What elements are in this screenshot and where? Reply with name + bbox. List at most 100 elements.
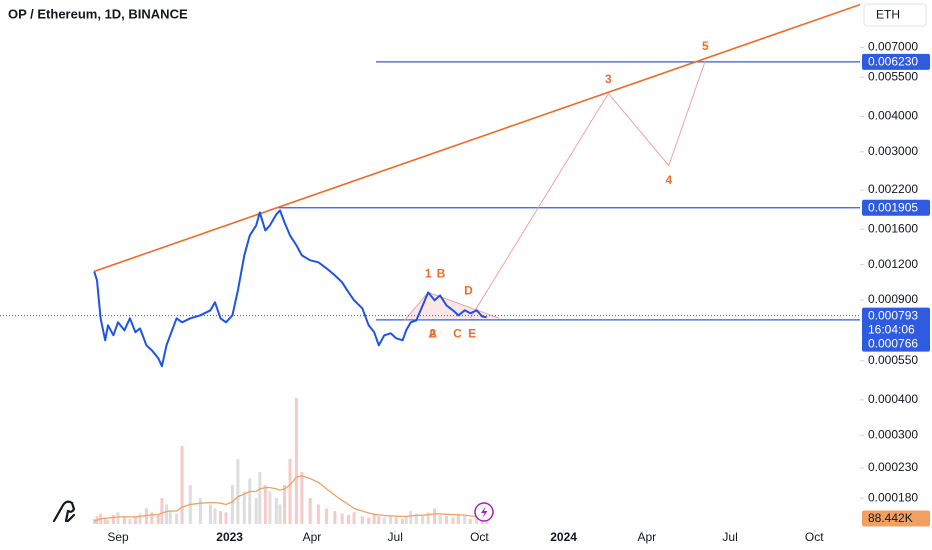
x-tick-label: Apr [637,530,656,544]
volume-bar [294,397,298,524]
logo [52,500,76,523]
volume-bar [444,516,448,524]
volume-bar [144,508,148,524]
hline-label: 0.001905 [868,200,918,214]
volume-bar [288,459,292,524]
wave-label: C [453,327,462,341]
volume-bar [274,498,278,524]
x-tick-label: Jul [388,530,403,544]
volume-bar [352,512,356,524]
y-tick-label: 0.000550 [868,353,918,367]
volume-bar [485,518,489,524]
volume-bar [258,472,262,524]
volume-ma [93,475,487,522]
volume-bar [456,513,460,524]
volume-bar [421,516,425,524]
volume-bar [300,472,304,524]
wave-label: E [468,327,476,341]
current-price-label: 0.000793 [868,308,918,322]
countdown-label: 16:04:06 [868,322,915,336]
lightning-button[interactable] [474,502,494,522]
x-tick-label: Oct [805,530,824,544]
volume-bar [414,513,418,524]
volume-bar [360,516,364,524]
volume-bar [451,517,455,524]
volume-bar [156,514,160,524]
wave-label: 5 [702,39,709,53]
volume-bar [283,485,287,524]
volume-bar [372,513,376,524]
wave-label: 4 [665,173,672,187]
logo-shape [52,500,76,523]
volume-bar [224,512,228,524]
volume-bar [325,508,329,524]
volume-bar [426,512,430,524]
countdown-label-box [862,321,930,338]
current-price-label-box [862,307,930,324]
chart-title: OP / Ethereum, 1D, BINANCE [8,6,188,21]
volume-bar [248,478,252,524]
x-tick-label: 2024 [550,530,577,544]
volume-bar [218,511,222,524]
wave-line [469,60,706,319]
volume-bar [160,498,164,524]
price-line [93,209,487,368]
volume-bar [128,518,132,524]
y-tick-label: 0.004000 [868,109,918,123]
trendline [93,3,861,273]
triangle-fill [404,292,500,321]
y-tick-label: 0.007000 [868,40,918,54]
volume-label: 88.442K [868,511,913,525]
wave-label: 1 [425,266,432,280]
volume-bar [198,498,202,524]
volume-bar [382,517,386,524]
volume-bar [230,485,234,524]
volume-bar [404,516,408,524]
volume-bar [165,504,169,524]
volume-bar [103,517,107,524]
wave-label: A [428,327,437,341]
volume-bar [278,504,282,524]
hline-label-box [862,335,930,352]
y-tick-label: 0.000180 [868,490,918,504]
volume-bar [122,517,126,524]
volume-bar [394,517,398,524]
volume-bar [308,498,312,524]
y-tick-label: 0.000230 [868,460,918,474]
wave-label: D [464,284,473,298]
volume-bar [106,520,110,524]
currency-label[interactable]: ETH [876,8,900,22]
x-tick-label: Apr [303,530,322,544]
wave-label: B [437,266,446,280]
currency-box[interactable] [863,3,927,27]
y-tick-label: 0.000900 [868,292,918,306]
volume-bar [236,459,240,524]
hline-label-box [862,53,930,70]
lightning-icon[interactable] [481,506,488,518]
x-tick-label: 2023 [216,530,243,544]
wave-label: 2 [429,327,436,341]
y-tick-label: 0.000300 [868,427,918,441]
volume-bar [333,511,337,524]
y-tick-label: 0.000400 [868,392,918,406]
x-tick-label: Oct [470,530,489,544]
hline-label-box [862,199,930,216]
volume-bar [433,508,437,524]
volume-bar [263,485,267,524]
volume-bar [208,504,212,524]
volume-bar [377,516,381,524]
volume-bar [401,518,405,524]
volume-bar [463,516,467,524]
y-tick-label: 0.005500 [868,69,918,83]
volume-bar [367,517,371,524]
volume-bar [150,512,154,524]
hline-label: 0.006230 [868,55,918,69]
y-tick-label: 0.003000 [868,144,918,158]
volume-bar [213,508,217,524]
volume-bar [347,514,351,524]
volume-bar [389,516,393,524]
y-tick-label: 0.001600 [868,221,918,235]
volume-bar [438,514,442,524]
volume-bar [133,516,137,524]
